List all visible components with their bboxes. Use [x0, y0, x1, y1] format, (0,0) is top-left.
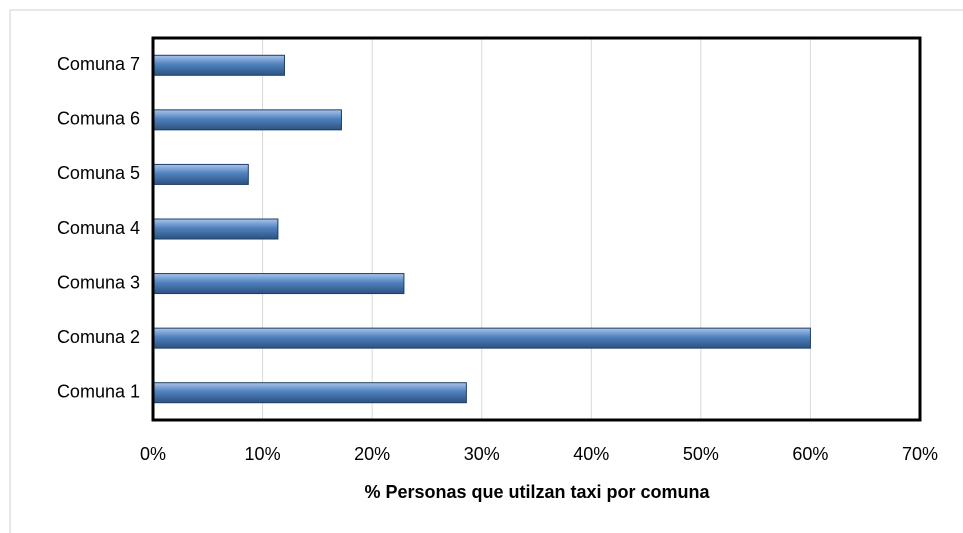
- x-tick-label: 60%: [792, 444, 828, 464]
- bar: [152, 54, 285, 76]
- bar: [152, 273, 405, 295]
- y-tick-label: Comuna 6: [57, 109, 140, 129]
- x-tick-label: 70%: [902, 444, 938, 464]
- y-tick-label: Comuna 4: [57, 218, 140, 238]
- y-tick-label: Comuna 3: [57, 272, 140, 292]
- bar: [152, 163, 249, 185]
- x-tick-label: 50%: [683, 444, 719, 464]
- y-tick-label: Comuna 7: [57, 54, 140, 74]
- x-tick-label: 10%: [245, 444, 281, 464]
- x-tick-label: 20%: [354, 444, 390, 464]
- bar: [152, 327, 811, 349]
- y-tick-label: Comuna 1: [57, 381, 140, 401]
- x-tick-label: 30%: [464, 444, 500, 464]
- bar: [152, 218, 279, 240]
- bar: [152, 382, 467, 404]
- plot-border: [151, 36, 922, 422]
- bar: [152, 109, 342, 131]
- x-tick-label: 0%: [140, 444, 166, 464]
- y-tick-label: Comuna 2: [57, 327, 140, 347]
- y-tick-label: Comuna 5: [57, 163, 140, 183]
- x-axis-title: % Personas que utilzan taxi por comuna: [364, 482, 710, 502]
- x-tick-label: 40%: [573, 444, 609, 464]
